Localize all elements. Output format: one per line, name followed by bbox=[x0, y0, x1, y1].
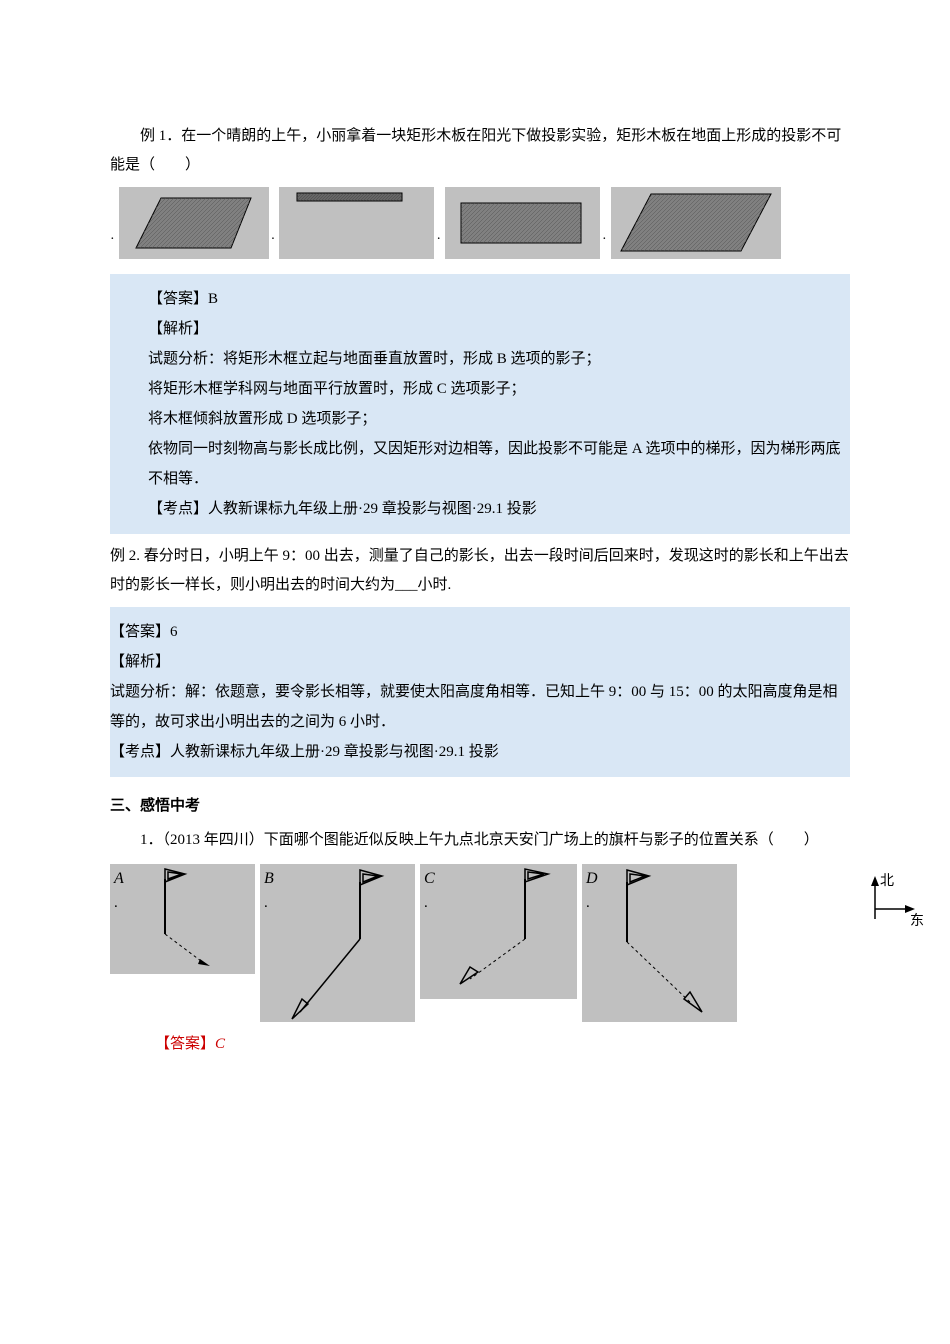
q1-answer-block: 【答案】B 【解析】 试题分析：将矩形木框立起与地面垂直放置时，形成 B 选项的… bbox=[110, 274, 850, 534]
q2-analysis-line1: 试题分析：解：依题意，要令影长相等，就要使太阳高度角相等．已知上午 9：00 与… bbox=[110, 677, 845, 737]
s3-option-b: B . bbox=[260, 864, 415, 1022]
compass-east: 东 bbox=[910, 909, 924, 936]
q1-analysis-line4: 依物同一时刻物高与影长成比例，又因矩形对边相等，因此投影不可能是 A 选项中的梯… bbox=[148, 434, 845, 494]
q1-analysis-line1: 试题分析：将矩形木框立起与地面垂直放置时，形成 B 选项的影子； bbox=[148, 344, 845, 374]
q2-exam-point: 【考点】人教新课标九年级上册·29 章投影与视图·29.1 投影 bbox=[110, 737, 845, 767]
q1-text: 例 1．在一个晴朗的上午，小丽拿着一块矩形木板在阳光下做投影实验，矩形木板在地面… bbox=[110, 122, 850, 179]
s3-option-a: A . bbox=[110, 864, 255, 1022]
shape-a-trapezoid bbox=[119, 187, 269, 259]
s3-box-a: A . bbox=[110, 864, 255, 974]
q2-answer-label: 【答案】6 bbox=[110, 617, 845, 647]
s3-box-b: B . bbox=[260, 864, 415, 1022]
section3-q1-text: 1．（2013 年四川）下面哪个图能近似反映上午九点北京天安门广场上的旗杆与影子… bbox=[110, 826, 850, 855]
s3-option-d: D . bbox=[582, 864, 737, 1022]
shape-c-rectangle bbox=[445, 187, 600, 259]
q1-analysis-line3: 将木框倾斜放置形成 D 选项影子； bbox=[148, 404, 845, 434]
option-a-dot: · bbox=[110, 227, 115, 254]
option-a: · bbox=[110, 187, 269, 259]
section3-title: 三、感悟中考 bbox=[110, 792, 850, 821]
q1-analysis-label: 【解析】 bbox=[148, 314, 845, 344]
q1-answer-label: 【答案】B bbox=[148, 284, 845, 314]
section3-options: A . B . C . bbox=[110, 864, 850, 1022]
section3-answer: 【答案】C bbox=[155, 1030, 850, 1059]
option-c: · bbox=[436, 187, 600, 259]
q1-options: · · · bbox=[110, 187, 850, 259]
s3-box-d: D . bbox=[582, 864, 737, 1022]
compass-north: 北 bbox=[880, 869, 894, 896]
shape-b-line bbox=[279, 187, 434, 259]
option-b: · bbox=[271, 187, 435, 259]
s3-box-c: C . bbox=[420, 864, 577, 999]
option-c-dot: · bbox=[436, 227, 441, 254]
q1-analysis-line2: 将矩形木框学科网与地面平行放置时，形成 C 选项影子； bbox=[148, 374, 845, 404]
q2-text: 例 2. 春分时日，小明上午 9：00 出去，测量了自己的影长，出去一段时间后回… bbox=[110, 542, 850, 599]
q1-exam-point: 【考点】人教新课标九年级上册·29 章投影与视图·29.1 投影 bbox=[148, 494, 845, 524]
q2-analysis-label: 【解析】 bbox=[110, 647, 845, 677]
option-d: · bbox=[602, 187, 781, 259]
q2-answer-block: 【答案】6 【解析】 试题分析：解：依题意，要令影长相等，就要使太阳高度角相等．… bbox=[110, 607, 850, 777]
option-d-dot: · bbox=[602, 227, 607, 254]
s3-option-c: C . bbox=[420, 864, 577, 1022]
compass-icon: 北 东 bbox=[855, 874, 925, 945]
option-b-dot: · bbox=[271, 227, 276, 254]
shape-d-parallelogram bbox=[611, 187, 781, 259]
